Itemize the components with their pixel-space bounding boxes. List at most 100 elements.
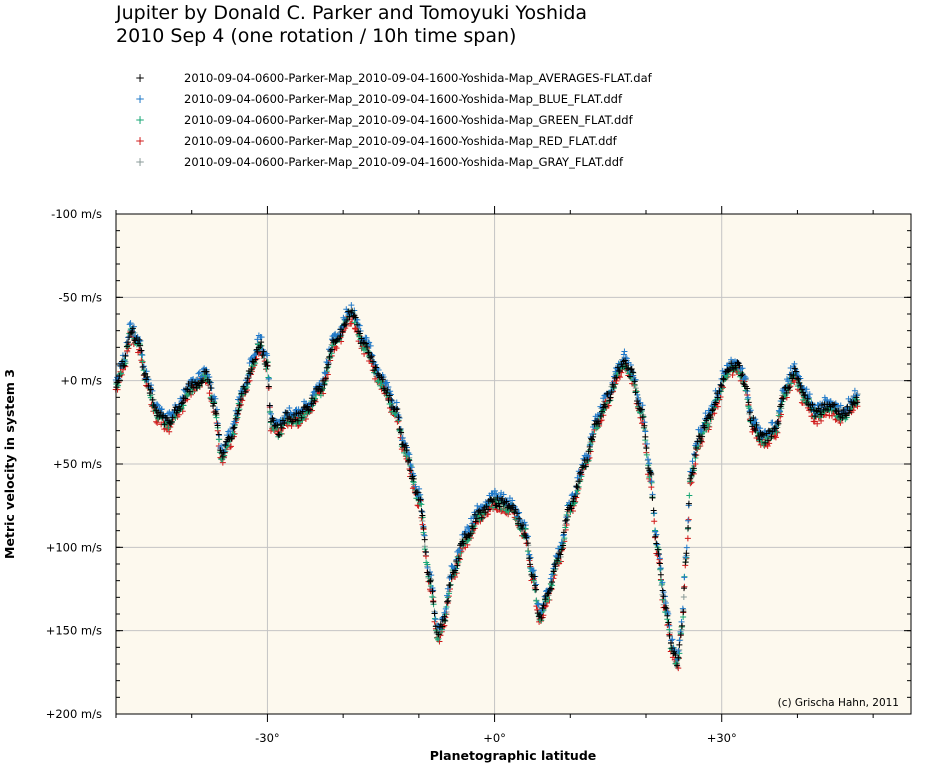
data-point (422, 548, 429, 555)
data-point (238, 390, 245, 397)
data-point (560, 542, 567, 549)
data-point (645, 456, 652, 463)
data-point (793, 368, 800, 375)
data-point (326, 353, 333, 360)
data-point (299, 408, 306, 415)
data-point (203, 368, 210, 375)
data-point (652, 533, 659, 540)
data-point (265, 383, 272, 390)
data-point (402, 442, 409, 449)
data-point (558, 539, 565, 546)
data-point (532, 582, 539, 589)
data-point (563, 516, 570, 523)
data-point (676, 641, 683, 648)
data-point (765, 437, 771, 444)
data-point (444, 585, 451, 592)
data-point (854, 390, 861, 397)
data-point (679, 622, 686, 629)
data-point (263, 359, 270, 366)
data-point (785, 385, 792, 392)
data-point (467, 530, 474, 537)
data-point (783, 389, 790, 396)
data-point (417, 496, 424, 503)
data-point (410, 475, 417, 482)
data-point (792, 368, 799, 375)
data-point (732, 364, 739, 371)
data-point (635, 400, 642, 407)
data-point (556, 550, 563, 557)
data-point (557, 543, 564, 550)
data-point (236, 402, 243, 409)
data-point (154, 419, 161, 426)
data-point (751, 425, 758, 432)
data-point (736, 362, 743, 369)
data-point (489, 498, 496, 505)
data-point (249, 363, 256, 370)
data-point (337, 332, 344, 339)
data-point (574, 484, 581, 491)
data-point (328, 346, 335, 353)
data-point (432, 616, 439, 623)
data-point (772, 432, 779, 439)
data-point (396, 426, 403, 433)
data-point (533, 581, 540, 588)
data-point (729, 371, 736, 378)
data-point (577, 469, 584, 476)
data-point (688, 479, 695, 486)
data-point (403, 447, 410, 454)
data-point (690, 465, 697, 472)
data-point (545, 590, 552, 597)
data-point (576, 478, 583, 485)
y-tick-label: +0 m/s (60, 374, 102, 388)
data-point (822, 412, 829, 419)
data-point (482, 509, 489, 516)
data-point (612, 380, 619, 387)
legend-marker-gray: + (134, 155, 146, 169)
data-point (630, 369, 637, 376)
data-point (468, 515, 475, 522)
data-point (454, 562, 461, 569)
data-point (689, 469, 696, 476)
data-point (573, 483, 580, 490)
data-point (444, 598, 451, 605)
data-point (794, 375, 801, 382)
data-point (680, 593, 687, 600)
data-point (764, 442, 771, 449)
data-point (122, 352, 129, 359)
data-point (349, 307, 356, 314)
data-point (809, 401, 816, 408)
data-point (843, 412, 850, 419)
data-point (416, 485, 423, 492)
data-point (379, 376, 386, 383)
data-point (555, 555, 562, 562)
data-point (137, 348, 144, 355)
data-point (284, 409, 291, 416)
data-point (682, 559, 689, 566)
data-point (651, 518, 658, 525)
data-point (682, 554, 689, 561)
data-point (606, 397, 613, 404)
data-point (126, 321, 133, 328)
data-point (811, 413, 818, 420)
data-point (671, 648, 678, 655)
data-point (686, 492, 693, 499)
data-point (445, 597, 452, 604)
data-point (805, 394, 812, 401)
data-point (229, 433, 236, 440)
data-point (685, 517, 692, 524)
y-tick-label: -50 m/s (58, 290, 102, 304)
data-point (213, 410, 220, 417)
data-point (802, 392, 809, 399)
data-point (375, 377, 382, 384)
data-point (822, 396, 829, 403)
data-point (548, 571, 555, 578)
x-tick-labels: -30° +0° +30° (255, 731, 737, 745)
data-point (448, 573, 455, 580)
data-point (714, 394, 721, 401)
data-point (791, 379, 798, 386)
data-point (270, 426, 277, 433)
data-point (519, 525, 526, 532)
data-point (393, 406, 400, 413)
data-point (252, 356, 259, 363)
data-point (702, 410, 709, 417)
